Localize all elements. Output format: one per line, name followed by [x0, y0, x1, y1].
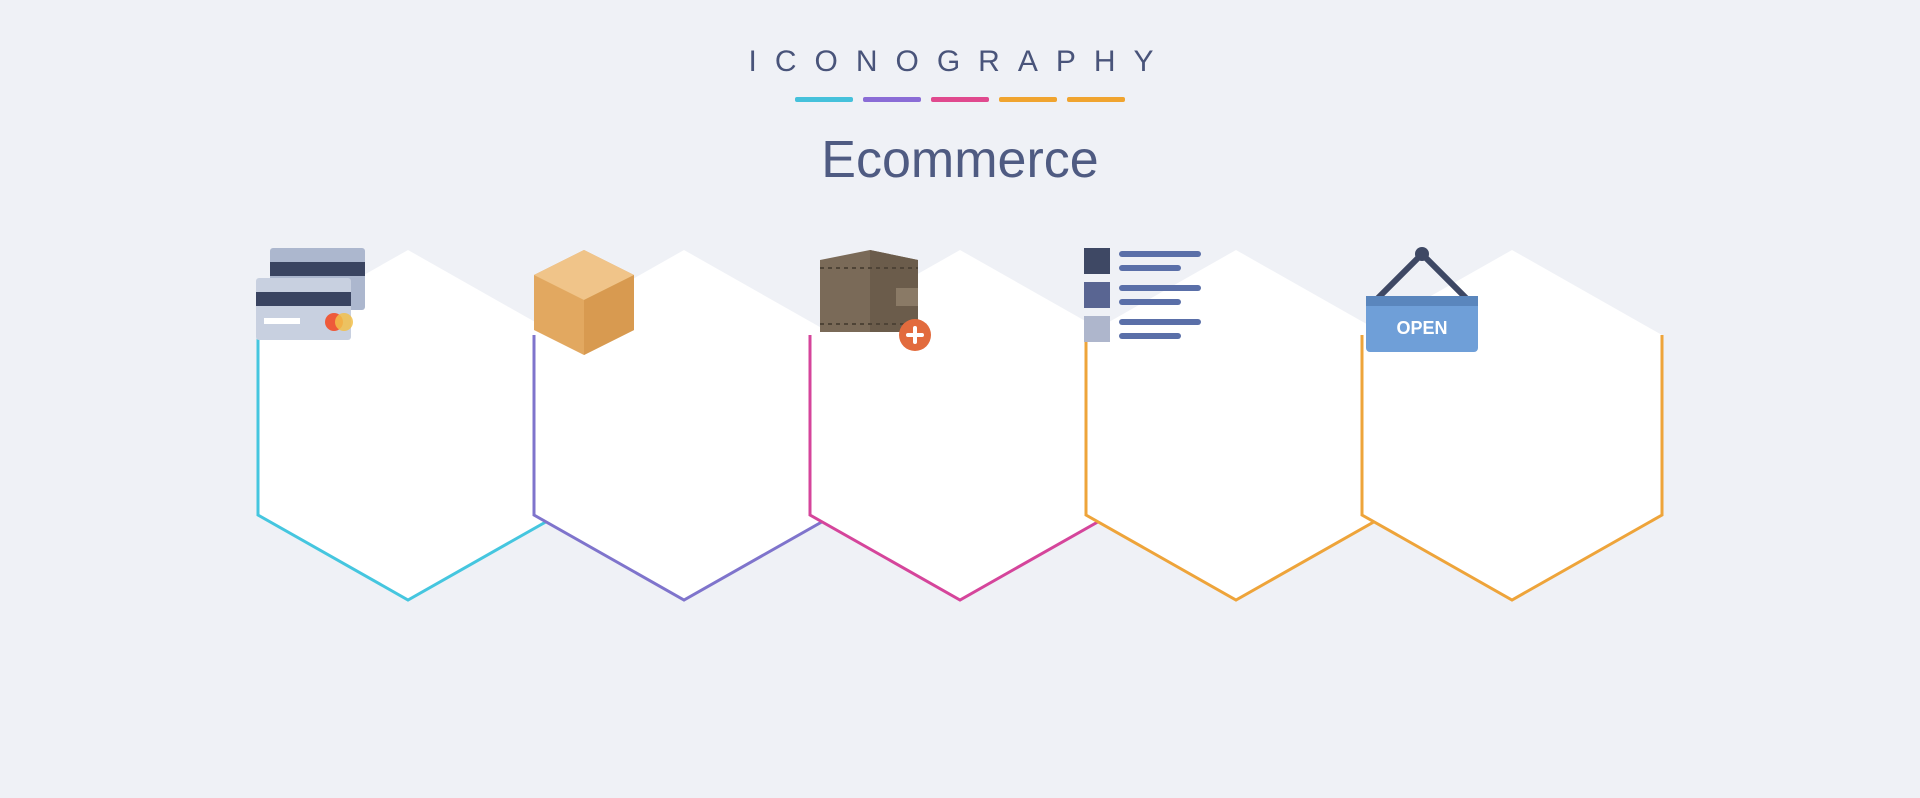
brand-title: ICONOGRAPHY	[748, 45, 1171, 79]
header: ICONOGRAPHY Ecommerce	[748, 45, 1171, 190]
stripe-1	[795, 97, 853, 102]
stripe-2	[863, 97, 921, 102]
package-box-icon	[524, 240, 844, 610]
wallet-add-icon	[800, 240, 1120, 610]
hex-card-3	[800, 240, 1120, 610]
hexagon-row: OPEN	[270, 240, 1650, 610]
hex-card-2	[524, 240, 844, 610]
open-sign-text: OPEN	[1396, 318, 1447, 338]
stripe-3	[931, 97, 989, 102]
stripe-4	[999, 97, 1057, 102]
brand-stripes	[748, 97, 1171, 102]
open-sign-icon: OPEN	[1352, 240, 1672, 610]
stripe-5	[1067, 97, 1125, 102]
hex-card-1	[248, 240, 568, 610]
list-view-icon	[1076, 240, 1396, 610]
hex-card-4	[1076, 240, 1396, 610]
credit-cards-icon	[248, 240, 568, 610]
hex-card-5: OPEN	[1352, 240, 1672, 610]
category-title: Ecommerce	[748, 130, 1171, 190]
